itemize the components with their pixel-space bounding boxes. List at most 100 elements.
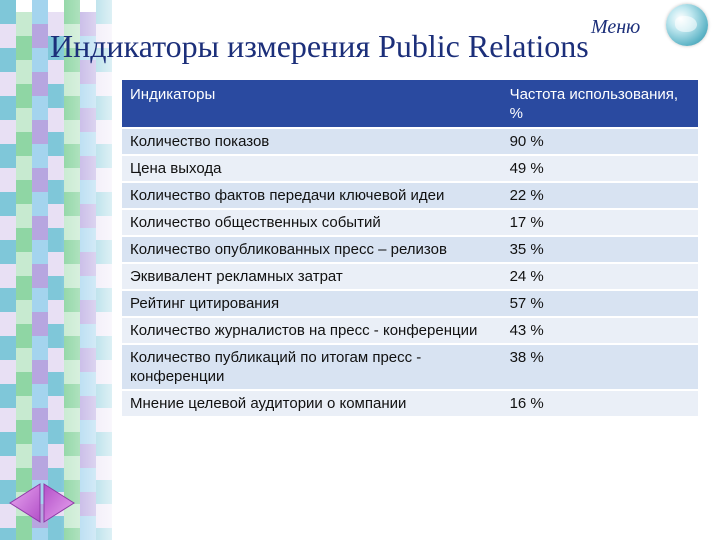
mosaic-cell [32,312,48,336]
mosaic-cell [32,288,48,312]
mosaic-cell [16,300,32,324]
mosaic-cell [16,396,32,420]
mosaic-cell [32,192,48,216]
mosaic-cell [16,348,32,372]
mosaic-cell [32,120,48,144]
frequency-cell: 35 % [501,236,698,264]
mosaic-cell [32,408,48,432]
indicator-cell: Количество показов [122,128,502,156]
mosaic-column [16,0,32,540]
mosaic-cell [0,48,16,72]
table-row: Количество публикаций по итогам пресс - … [122,344,698,391]
header-frequency: Частота использования, % [501,80,698,129]
arrow-left-icon[interactable] [8,482,42,524]
mosaic-cell [0,360,16,384]
mosaic-cell [16,132,32,156]
arrow-right-icon[interactable] [42,482,76,524]
frequency-cell: 49 % [501,155,698,183]
mosaic-cell [16,420,32,444]
mosaic-cell [0,432,16,456]
frequency-cell: 38 % [501,344,698,391]
indicator-cell: Количество публикаций по итогам пресс - … [122,344,502,391]
slide-title: Индикаторы измерения Public Relations [50,28,589,64]
mosaic-cell [0,456,16,480]
mosaic-cell [32,456,48,480]
header-indicators: Индикаторы [122,80,502,129]
table-row: Количество общественных событий 17 % [122,209,698,237]
mosaic-cell [0,192,16,216]
mosaic-cell [16,180,32,204]
mosaic-column [0,0,16,540]
table-row: Эквивалент рекламных затрат 24 % [122,263,698,291]
frequency-cell: 57 % [501,290,698,318]
mosaic-cell [32,168,48,192]
mosaic-cell [0,240,16,264]
mosaic-cell [16,204,32,228]
mosaic-cell [0,96,16,120]
mosaic-cell [16,276,32,300]
frequency-cell: 16 % [501,390,698,418]
mosaic-cell [32,336,48,360]
mosaic-cell [32,216,48,240]
mosaic-cell [16,12,32,36]
mosaic-cell [0,312,16,336]
mosaic-cell [32,0,48,24]
mosaic-cell [0,0,16,24]
frequency-cell: 90 % [501,128,698,156]
mosaic-cell [32,96,48,120]
mosaic-cell [16,444,32,468]
frequency-cell: 17 % [501,209,698,237]
mosaic-cell [16,60,32,84]
table-row: Количество опубликованных пресс – релизо… [122,236,698,264]
table-row: Мнение целевой аудитории о компании 16 % [122,390,698,418]
mosaic-cell [32,528,48,540]
indicator-cell: Рейтинг цитирования [122,290,502,318]
frequency-cell: 24 % [501,263,698,291]
mosaic-cell [0,480,16,504]
mosaic-cell [32,384,48,408]
indicator-cell: Количество опубликованных пресс – релизо… [122,236,502,264]
mosaic-cell [16,252,32,276]
mosaic-cell [16,324,32,348]
table-row: Количество журналистов на пресс - конфер… [122,317,698,345]
mosaic-cell [16,36,32,60]
globe-icon[interactable] [666,4,708,46]
mosaic-cell [32,264,48,288]
mosaic-cell [32,144,48,168]
table-row: Количество показов 90 % [122,128,698,156]
frequency-cell: 43 % [501,317,698,345]
mosaic-cell [0,264,16,288]
mosaic-cell [32,72,48,96]
table-header-row: Индикаторы Частота использования, % [122,80,698,129]
mosaic-cell [32,48,48,72]
indicators-table: Индикаторы Частота использования, % Коли… [122,80,698,418]
frequency-cell: 22 % [501,182,698,210]
mosaic-cell [0,288,16,312]
mosaic-cell [32,432,48,456]
mosaic-cell [0,168,16,192]
indicator-cell: Мнение целевой аудитории о компании [122,390,502,418]
indicator-cell: Количество журналистов на пресс - конфер… [122,317,502,345]
indicator-cell: Количество общественных событий [122,209,502,237]
mosaic-column [32,0,48,540]
mosaic-cell [32,24,48,48]
mosaic-cell [0,216,16,240]
menu-link[interactable]: Меню [591,16,641,38]
mosaic-cell [0,24,16,48]
mosaic-cell [0,408,16,432]
mosaic-cell [16,156,32,180]
mosaic-cell [16,516,32,540]
arrow-left-icon-shape [9,483,41,523]
table-row: Количество фактов передачи ключевой идеи… [122,182,698,210]
mosaic-cell [16,108,32,132]
mosaic-cell [16,228,32,252]
indicator-cell: Эквивалент рекламных затрат [122,263,502,291]
mosaic-cell [0,384,16,408]
table-row: Цена выхода 49 % [122,155,698,183]
mosaic-cell [0,336,16,360]
mosaic-cell [0,72,16,96]
mosaic-fade [60,0,120,540]
mosaic-cell [16,84,32,108]
mosaic-cell [0,528,16,540]
indicator-cell: Количество фактов передачи ключевой идеи [122,182,502,210]
